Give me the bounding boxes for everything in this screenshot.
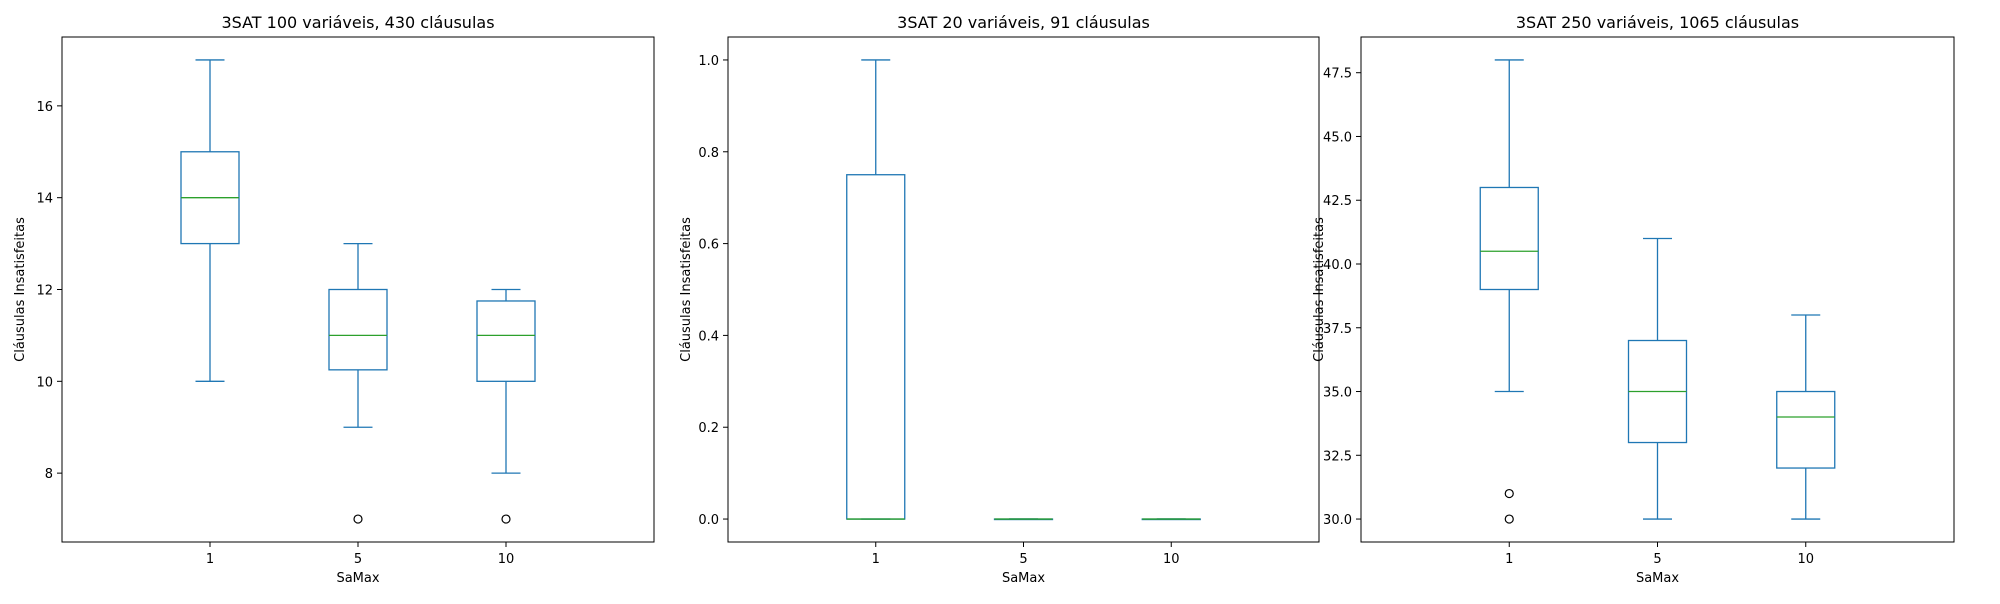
chart-panel-1: 3SAT 100 variáveis, 430 cláusulas 8 10 12 14… <box>13 13 655 586</box>
box-outlier <box>501 514 511 524</box>
x-tick-label: 5 <box>1019 552 1027 567</box>
x-tick-label: 1 <box>206 552 214 567</box>
box-plot-10 <box>1776 314 1836 520</box>
x-tick-label: 10 <box>498 552 515 567</box>
box-plot-1 <box>1479 59 1539 524</box>
x-tick-label: 10 <box>1163 552 1180 567</box>
y-tick-label: 40.0 <box>1323 258 1352 273</box>
box-outlier <box>1504 488 1514 499</box>
x-axis-label: SaMax <box>336 571 379 586</box>
x-tick-label: 1 <box>872 552 880 567</box>
box-plot-5 <box>328 242 388 524</box>
x-tick-label: 10 <box>1797 552 1814 567</box>
y-tick-label: 45.0 <box>1323 130 1352 145</box>
box-outlier <box>1504 514 1514 524</box>
box-plot-10 <box>476 288 536 524</box>
y-tick-label: 0.0 <box>698 513 719 528</box>
y-tick-label: 30.0 <box>1323 513 1352 528</box>
box-outlier <box>353 514 363 524</box>
box-plot-1 <box>846 59 906 520</box>
y-tick-label: 47.5 <box>1323 67 1352 82</box>
y-tick-label: 0.4 <box>698 329 719 344</box>
box-iqr <box>1776 390 1836 469</box>
y-tick-label: 12 <box>36 284 53 299</box>
box-iqr <box>846 174 906 520</box>
plot-frame <box>727 36 1320 543</box>
chart-title: 3SAT 100 variáveis, 430 cláusulas <box>221 13 494 32</box>
chart-title: 3SAT 250 variáveis, 1065 cláusulas <box>1516 13 1799 32</box>
box-plot-1 <box>180 59 240 382</box>
y-tick-label: 42.5 <box>1323 194 1352 209</box>
y-tick-label: 1.0 <box>698 54 719 69</box>
y-axis-label: Cláusulas Insatisfeitas <box>679 217 694 362</box>
y-tick-label: 0.8 <box>698 146 719 161</box>
box-plot-5 <box>1627 237 1688 520</box>
y-tick-label: 32.5 <box>1323 449 1352 464</box>
x-tick-label: 1 <box>1505 552 1513 567</box>
box-iqr <box>1479 186 1539 291</box>
y-tick-label: 10 <box>36 375 53 390</box>
box-iqr <box>328 288 388 371</box>
x-axis-label: SaMax <box>1002 571 1045 586</box>
plot-frame <box>61 36 655 543</box>
x-axis-label: SaMax <box>1636 571 1679 586</box>
y-tick-label: 37.5 <box>1323 322 1352 337</box>
y-tick-label: 0.2 <box>698 421 719 436</box>
chart-panel-3: 3SAT 250 variáveis, 1065 cláusulas 30.0 32… <box>1312 13 1955 586</box>
x-tick-label: 5 <box>1653 552 1661 567</box>
x-tick-label: 5 <box>354 552 362 567</box>
plot-frame <box>1360 36 1955 543</box>
y-axis-label: Cláusulas Insatisfeitas <box>1312 217 1327 362</box>
y-tick-label: 16 <box>36 100 53 115</box>
box-plot-5 <box>993 518 1054 521</box>
chart-title: 3SAT 20 variáveis, 91 cláusulas <box>897 13 1150 32</box>
y-tick-label: 14 <box>36 192 53 207</box>
chart-panel-2: 3SAT 20 variáveis, 91 cláusulas 0.0 0.2 0.4… <box>679 13 1320 586</box>
y-axis-label: Cláusulas Insatisfeitas <box>13 217 28 362</box>
box-plot-10 <box>1141 518 1201 521</box>
y-tick-label: 35.0 <box>1323 386 1352 401</box>
y-tick-label: 0.6 <box>698 238 719 253</box>
y-tick-label: 8 <box>45 467 53 482</box>
box-iqr <box>476 300 536 382</box>
